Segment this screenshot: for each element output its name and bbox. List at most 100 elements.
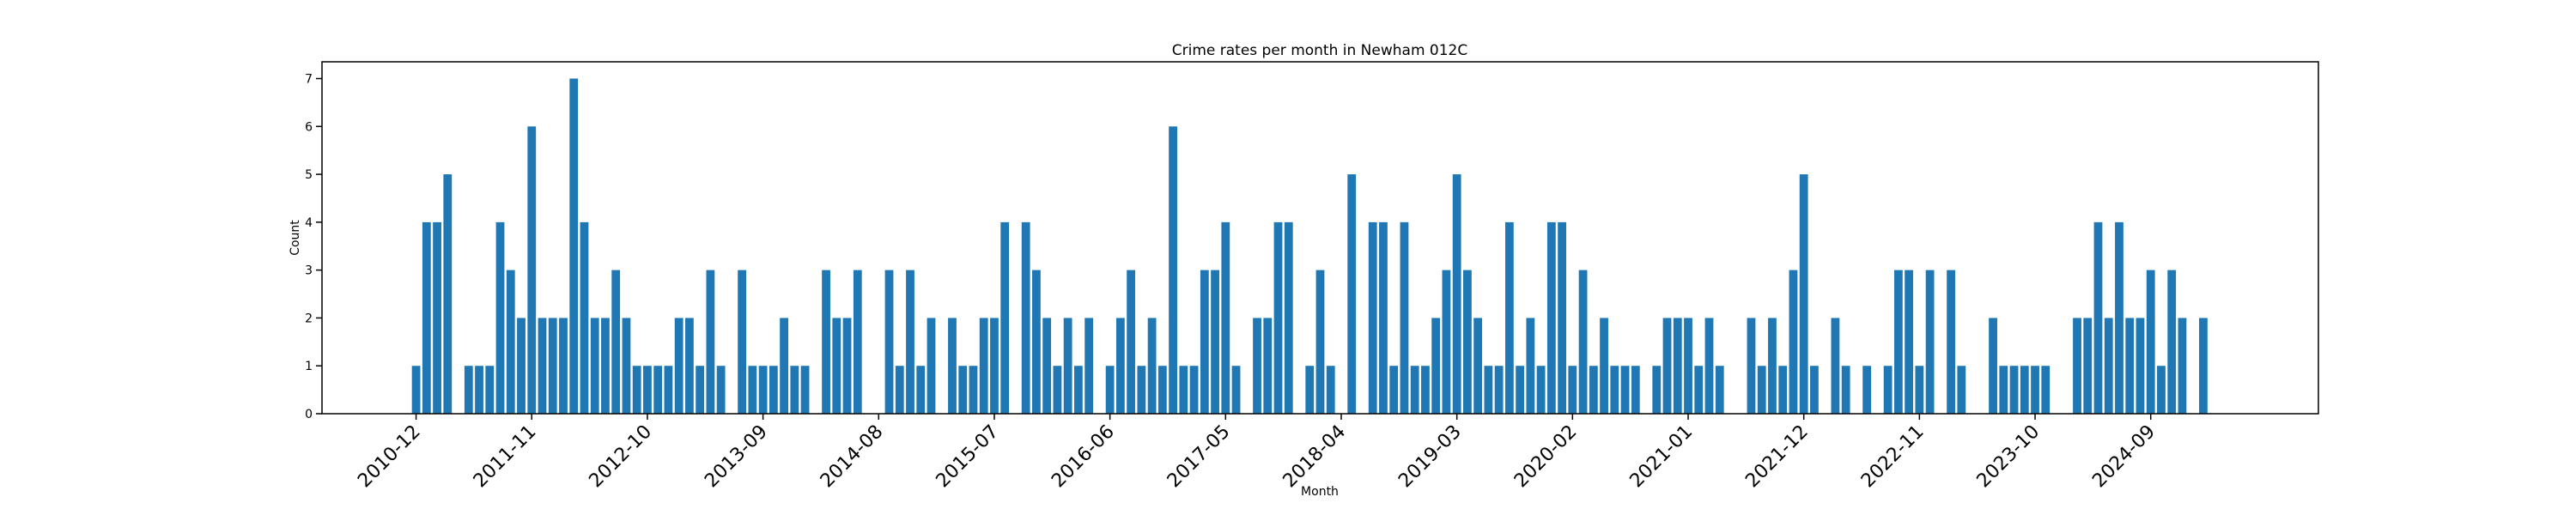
x-axis-label: Month: [1301, 485, 1339, 499]
bar-155: [2041, 366, 2050, 414]
bar-75: [1200, 270, 1209, 414]
bar-142: [1905, 270, 1914, 414]
bar-60: [1042, 318, 1052, 414]
bar-143: [1915, 366, 1924, 414]
bar-26: [685, 318, 694, 414]
bar-147: [1957, 366, 1966, 414]
bar-1: [422, 221, 431, 414]
bar-67: [1115, 318, 1125, 414]
bar-2: [433, 221, 441, 414]
y-axis-label: Count: [289, 220, 302, 256]
bar-8: [495, 221, 505, 414]
bar-116: [1631, 366, 1640, 414]
bar-59: [1032, 270, 1041, 414]
bar-150: [1989, 318, 1997, 414]
bar-3: [443, 174, 453, 414]
bar-80: [1253, 318, 1261, 414]
bar-77: [1221, 221, 1230, 414]
x-tick-label-2016-06: 2016-06: [1048, 421, 1119, 493]
bar-113: [1600, 318, 1608, 414]
bar-170: [2199, 318, 2208, 414]
bar-81: [1263, 318, 1273, 414]
bar-91: [1368, 221, 1377, 414]
bar-6: [475, 366, 483, 414]
bar-46: [895, 366, 904, 414]
x-tick-label-2018-04: 2018-04: [1279, 421, 1351, 493]
bar-130: [1778, 366, 1788, 414]
bar-48: [916, 366, 926, 414]
bar-37: [800, 366, 810, 414]
bar-138: [1862, 366, 1872, 414]
bar-66: [1105, 366, 1115, 414]
x-tick-label-2023-10: 2023-10: [1973, 421, 2044, 493]
bar-95: [1410, 366, 1419, 414]
y-tick-label-7: 7: [305, 73, 313, 87]
bar-32: [748, 366, 757, 414]
bar-94: [1400, 221, 1409, 414]
bar-106: [1526, 318, 1535, 414]
y-tick-label-3: 3: [305, 264, 313, 278]
bar-124: [1715, 366, 1724, 414]
bar-42: [853, 270, 862, 414]
x-tick-label-2015-07: 2015-07: [933, 421, 1004, 493]
bar-163: [2125, 318, 2135, 414]
bar-27: [696, 366, 705, 414]
bar-63: [1074, 366, 1083, 414]
bar-110: [1568, 366, 1577, 414]
y-tick-label-4: 4: [305, 216, 313, 230]
bar-13: [548, 318, 557, 414]
bar-64: [1084, 318, 1094, 414]
bar-22: [643, 366, 652, 414]
bar-158: [2073, 318, 2081, 414]
bar-34: [769, 366, 778, 414]
bar-114: [1610, 366, 1619, 414]
bar-93: [1389, 366, 1399, 414]
bar-168: [2178, 318, 2187, 414]
bar-132: [1799, 174, 1808, 414]
bar-55: [990, 318, 999, 414]
bar-99: [1452, 174, 1461, 414]
bar-160: [2093, 221, 2103, 414]
bar-51: [948, 318, 957, 414]
bar-78: [1231, 366, 1241, 414]
bar-33: [758, 366, 768, 414]
bar-85: [1305, 366, 1315, 414]
bar-129: [1768, 318, 1777, 414]
bar-141: [1893, 270, 1903, 414]
bar-108: [1546, 221, 1556, 414]
bar-92: [1379, 221, 1388, 414]
x-tick-label-2010-12: 2010-12: [354, 421, 425, 493]
bar-49: [927, 318, 936, 414]
bar-25: [674, 318, 683, 414]
bar-135: [1831, 318, 1840, 414]
bar-166: [2157, 366, 2166, 414]
bar-121: [1684, 318, 1692, 414]
bar-98: [1442, 270, 1451, 414]
bar-53: [969, 366, 978, 414]
bar-144: [1925, 270, 1935, 414]
bar-133: [1810, 366, 1819, 414]
bar-31: [738, 270, 747, 414]
bar-151: [1999, 366, 2008, 414]
bar-118: [1652, 366, 1662, 414]
bar-154: [2031, 366, 2039, 414]
x-tick-label-2022-11: 2022-11: [1857, 421, 1929, 493]
bar-14: [559, 318, 568, 414]
bar-47: [906, 270, 914, 414]
bar-71: [1157, 366, 1167, 414]
bar-103: [1494, 366, 1504, 414]
bar-83: [1284, 221, 1293, 414]
bar-0: [411, 366, 421, 414]
bar-122: [1694, 366, 1704, 414]
x-tick-label-2017-05: 2017-05: [1163, 421, 1235, 493]
bar-5: [464, 366, 473, 414]
plot-frame: [321, 61, 2319, 415]
bar-120: [1673, 318, 1682, 414]
x-tick-label-2020-02: 2020-02: [1510, 421, 1582, 493]
bars-group: [411, 78, 2208, 415]
bar-72: [1169, 126, 1177, 414]
y-tick-label-0: 0: [305, 408, 313, 421]
bar-153: [2020, 366, 2029, 414]
bar-107: [1536, 366, 1546, 414]
bar-16: [580, 221, 589, 414]
